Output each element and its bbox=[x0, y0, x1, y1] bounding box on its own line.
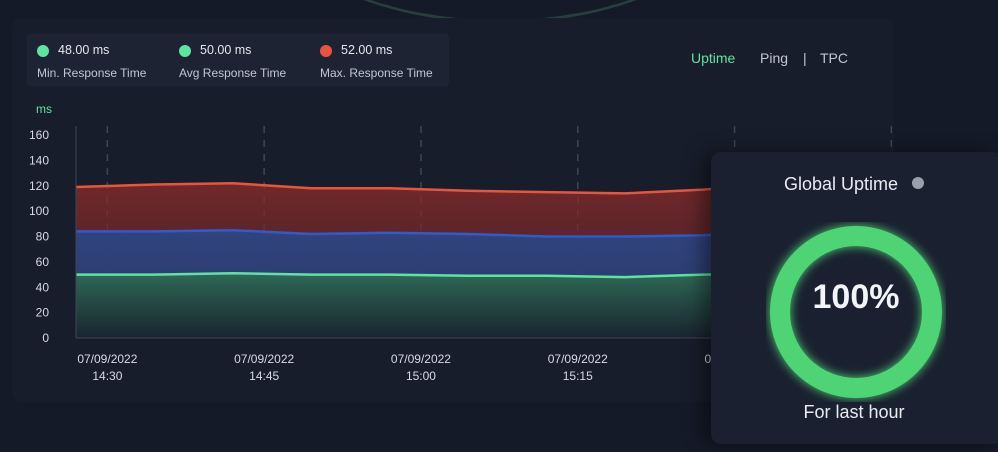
x-tick-label: 14:30 bbox=[92, 369, 122, 383]
legend-dot-min bbox=[37, 45, 49, 57]
legend-label-max: Max. Response Time bbox=[320, 66, 433, 80]
legend-label-min: Min. Response Time bbox=[37, 66, 147, 80]
tab-separator: | bbox=[803, 50, 807, 66]
legend-dot-max bbox=[320, 45, 332, 57]
series-area-2 bbox=[76, 273, 860, 338]
y-tick-label: 100 bbox=[29, 204, 49, 218]
x-tick-label: 15:00 bbox=[406, 369, 436, 383]
y-tick-label: 0 bbox=[42, 331, 49, 345]
legend-label-avg: Avg Response Time bbox=[179, 66, 287, 80]
x-tick-label: 07/09/2022 bbox=[391, 352, 451, 366]
uptime-title-row: Global Uptime bbox=[711, 174, 997, 195]
tab-ping[interactable]: Ping bbox=[760, 50, 789, 66]
global-uptime-card: Global Uptime 100% For last hour bbox=[711, 152, 998, 444]
y-tick-label: 140 bbox=[29, 153, 49, 167]
gauge-progress-arc bbox=[770, 226, 942, 398]
uptime-subtitle: For last hour bbox=[803, 402, 905, 422]
x-tick-label: 07/09/2022 bbox=[234, 352, 294, 366]
x-tick-label: 07/09/2022 bbox=[77, 352, 137, 366]
info-icon[interactable] bbox=[912, 177, 925, 190]
y-tick-label: 80 bbox=[36, 230, 50, 244]
legend-value-min: 48.00 ms bbox=[58, 43, 110, 57]
legend-value-avg: 50.00 ms bbox=[200, 43, 252, 57]
x-tick-label: 07/09/2022 bbox=[548, 352, 608, 366]
y-tick-label: 60 bbox=[36, 255, 50, 269]
uptime-gauge bbox=[770, 226, 942, 398]
x-tick-label: 15:15 bbox=[563, 369, 593, 383]
uptime-title: Global Uptime bbox=[783, 174, 899, 194]
y-tick-label: 160 bbox=[29, 128, 49, 142]
tab-tpc[interactable]: TPC bbox=[820, 50, 848, 66]
x-tick-label: 14:45 bbox=[249, 369, 279, 383]
y-tick-label: 40 bbox=[36, 280, 50, 294]
legend: 48.00 ms Min. Response Time 50.00 ms Avg… bbox=[27, 34, 449, 86]
tab-uptime[interactable]: Uptime bbox=[691, 50, 736, 66]
y-axis-unit-label: ms bbox=[36, 102, 52, 116]
uptime-value: 100% bbox=[812, 278, 900, 316]
y-tick-label: 20 bbox=[36, 306, 50, 320]
legend-value-max: 52.00 ms bbox=[341, 43, 393, 57]
y-tick-label: 120 bbox=[29, 179, 49, 193]
legend-dot-avg bbox=[179, 45, 191, 57]
